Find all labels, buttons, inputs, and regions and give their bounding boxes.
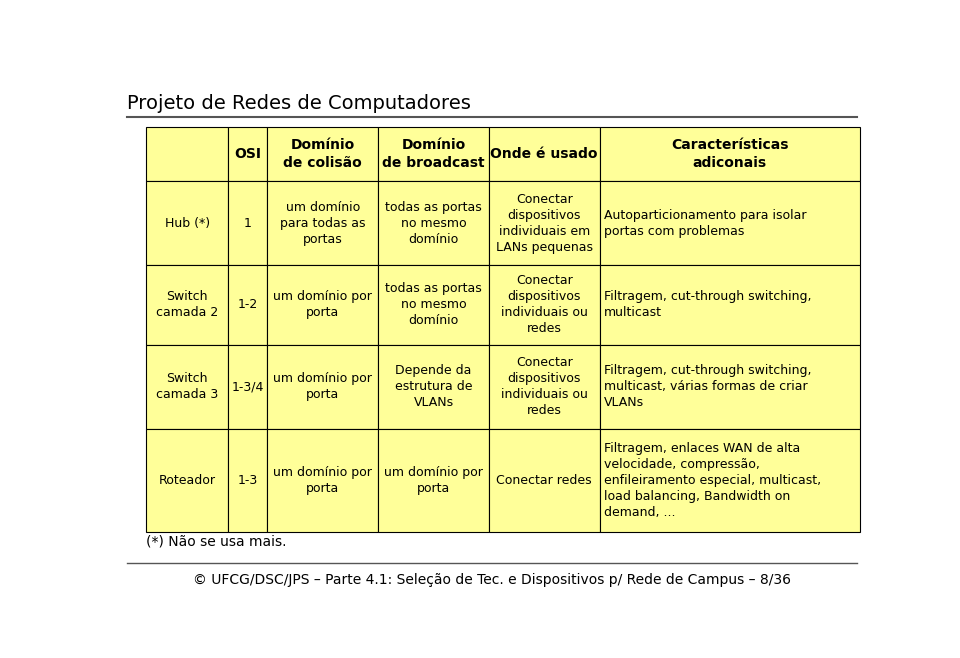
Bar <box>600 127 860 181</box>
Text: todas as portas
no mesmo
domínio: todas as portas no mesmo domínio <box>385 201 482 245</box>
Text: 1-2: 1-2 <box>238 299 258 311</box>
Text: Domínio
de colisão: Domínio de colisão <box>283 138 362 170</box>
Text: Projeto de Redes de Computadores: Projeto de Redes de Computadores <box>128 94 471 113</box>
Text: 1: 1 <box>244 216 252 230</box>
Text: OSI: OSI <box>234 147 261 161</box>
Text: um domínio
para todas as
portas: um domínio para todas as portas <box>280 201 366 245</box>
Bar <box>489 127 600 181</box>
Bar <box>146 127 228 181</box>
Bar <box>600 429 860 532</box>
Text: Filtragem, enlaces WAN de alta
velocidade, compressão,
enfileiramento especial, : Filtragem, enlaces WAN de alta velocidad… <box>604 442 821 519</box>
Bar <box>228 127 268 181</box>
Bar <box>378 345 489 429</box>
Bar <box>146 181 228 265</box>
Text: Onde é usado: Onde é usado <box>491 147 598 161</box>
Text: Switch
camada 3: Switch camada 3 <box>156 372 218 401</box>
Text: Domínio
de broadcast: Domínio de broadcast <box>382 138 485 170</box>
Text: Características
adiconais: Características adiconais <box>671 138 789 170</box>
Text: todas as portas
no mesmo
domínio: todas as portas no mesmo domínio <box>385 282 482 328</box>
Bar <box>268 265 378 345</box>
Bar <box>378 127 489 181</box>
Bar <box>268 181 378 265</box>
Text: © UFCG/DSC/JPS – Parte 4.1: Seleção de Tec. e Dispositivos p/ Rede de Campus – 8: © UFCG/DSC/JPS – Parte 4.1: Seleção de T… <box>193 573 791 587</box>
Bar <box>378 429 489 532</box>
Bar <box>489 345 600 429</box>
Text: Conectar
dispositivos
individuais ou
redes: Conectar dispositivos individuais ou red… <box>501 357 588 417</box>
Bar <box>378 265 489 345</box>
Text: um domínio por
porta: um domínio por porta <box>384 466 483 495</box>
Bar <box>489 429 600 532</box>
Text: um domínio por
porta: um domínio por porta <box>274 466 372 495</box>
Text: Conectar
dispositivos
individuais em
LANs pequenas: Conectar dispositivos individuais em LAN… <box>495 193 592 253</box>
Text: (*) Não se usa mais.: (*) Não se usa mais. <box>146 535 286 549</box>
Bar <box>600 265 860 345</box>
Text: Hub (*): Hub (*) <box>164 216 209 230</box>
Bar <box>268 345 378 429</box>
Bar <box>228 429 268 532</box>
Bar <box>146 345 228 429</box>
Text: 1-3/4: 1-3/4 <box>231 380 264 393</box>
Text: 1-3: 1-3 <box>238 474 258 487</box>
Bar <box>600 181 860 265</box>
Bar <box>378 181 489 265</box>
Text: Conectar redes: Conectar redes <box>496 474 592 487</box>
Text: Filtragem, cut-through switching,
multicast: Filtragem, cut-through switching, multic… <box>604 290 811 320</box>
Bar <box>489 265 600 345</box>
Text: um domínio por
porta: um domínio por porta <box>274 372 372 401</box>
Text: Depende da
estrutura de
VLANs: Depende da estrutura de VLANs <box>395 365 472 409</box>
Bar <box>228 181 268 265</box>
Text: Conectar
dispositivos
individuais ou
redes: Conectar dispositivos individuais ou red… <box>501 274 588 336</box>
Bar <box>228 345 268 429</box>
Bar <box>228 265 268 345</box>
Text: Autoparticionamento para isolar
portas com problemas: Autoparticionamento para isolar portas c… <box>604 209 806 238</box>
Bar <box>268 127 378 181</box>
Text: Switch
camada 2: Switch camada 2 <box>156 290 218 320</box>
Bar <box>268 429 378 532</box>
Bar <box>146 429 228 532</box>
Bar <box>489 181 600 265</box>
Bar <box>600 345 860 429</box>
Bar <box>146 265 228 345</box>
Text: Filtragem, cut-through switching,
multicast, várias formas de criar
VLANs: Filtragem, cut-through switching, multic… <box>604 365 811 409</box>
Text: Roteador: Roteador <box>158 474 216 487</box>
Text: um domínio por
porta: um domínio por porta <box>274 290 372 320</box>
